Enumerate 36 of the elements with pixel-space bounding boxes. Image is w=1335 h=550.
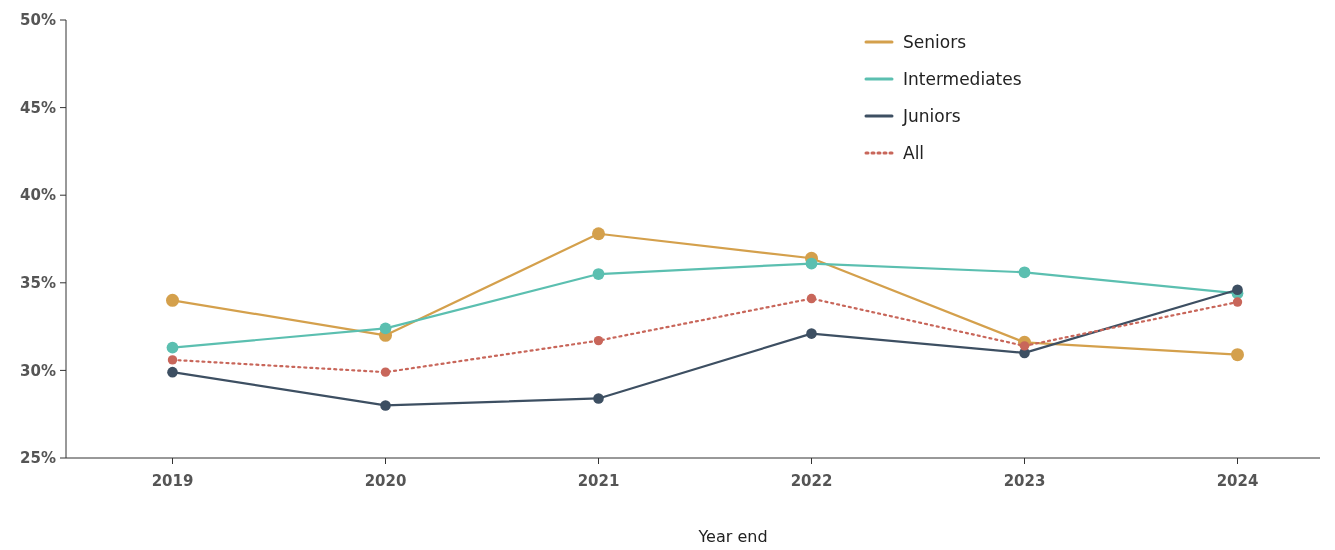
legend-label: All <box>903 142 925 163</box>
point <box>380 367 391 377</box>
point <box>166 293 179 307</box>
legend-label: Juniors <box>902 105 961 126</box>
x-tick-label: 2024 <box>1216 472 1259 490</box>
point <box>593 335 604 346</box>
x-axis-title: Year end <box>697 527 768 546</box>
y-tick-label: 50% <box>20 11 56 30</box>
point <box>806 293 817 304</box>
y-tick-label: 35% <box>20 274 56 293</box>
y-tick-label: 45% <box>20 98 56 117</box>
point <box>1232 284 1243 296</box>
point <box>806 328 817 339</box>
point <box>1231 348 1244 362</box>
y-tick-label: 40% <box>20 186 56 205</box>
point <box>1019 341 1030 351</box>
point <box>380 400 391 411</box>
legend-label: Seniors <box>903 31 967 52</box>
point <box>166 341 179 354</box>
point <box>379 322 392 335</box>
point <box>592 268 605 280</box>
x-tick-label: 2019 <box>151 472 194 490</box>
x-tick-label: 2021 <box>577 472 620 490</box>
x-tick-label: 2022 <box>790 472 833 490</box>
x-tick-label: 2020 <box>364 472 407 490</box>
point <box>167 366 178 378</box>
point <box>592 227 605 241</box>
x-tick-label: 2023 <box>1003 472 1046 490</box>
point <box>1018 266 1031 279</box>
point <box>805 257 818 270</box>
point <box>593 393 604 404</box>
point <box>1232 297 1243 307</box>
point <box>167 355 178 365</box>
y-tick-label: 25% <box>20 449 56 468</box>
y-tick-label: 30% <box>20 361 56 380</box>
legend-label: Intermediates <box>903 68 1022 89</box>
